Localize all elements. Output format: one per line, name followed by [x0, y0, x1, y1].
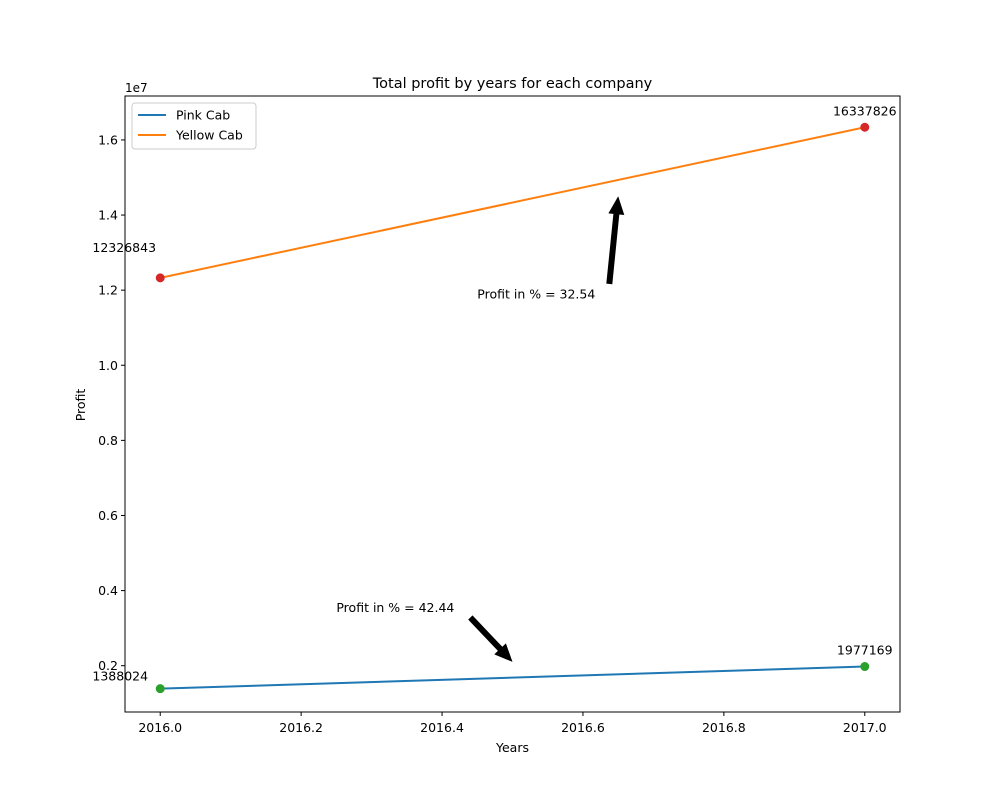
- data-point-marker: [860, 662, 870, 672]
- y-axis-offset-label: 1e7: [125, 81, 148, 95]
- data-value-label: 12326843: [92, 240, 156, 255]
- series-line: [160, 126, 865, 279]
- y-axis-label: Profit: [73, 389, 88, 422]
- data-point-marker: [155, 684, 165, 694]
- y-tick-label: 0.6: [98, 508, 118, 523]
- y-tick-label: 1.2: [98, 283, 118, 298]
- y-tick-label: 1.0: [98, 358, 118, 373]
- data-value-label: 1388024: [92, 669, 148, 684]
- x-tick-label: 2016.2: [279, 720, 323, 735]
- annotation-arrow: [606, 196, 625, 285]
- series-line: [160, 665, 865, 690]
- data-point-marker: [860, 122, 870, 132]
- data-value-label: 16337826: [833, 103, 897, 118]
- x-tick-label: 2016.6: [561, 720, 605, 735]
- x-tick-label: 2016.8: [702, 720, 746, 735]
- x-axis-label: Years: [495, 740, 529, 755]
- y-tick-label: 0.4: [98, 583, 118, 598]
- plot-area-frame: [124, 95, 901, 713]
- annotation-arrow: [468, 615, 513, 662]
- y-tick-label: 0.2: [98, 658, 118, 673]
- annotation-label: Profit in % = 42.44: [336, 600, 454, 615]
- chart-title: Total profit by years for each company: [372, 76, 653, 92]
- y-tick-label: 1.6: [98, 132, 118, 147]
- y-tick-label: 0.8: [98, 433, 118, 448]
- legend-label: Yellow Cab: [175, 128, 243, 143]
- x-tick-label: 2016.0: [138, 720, 182, 735]
- data-value-label: 1977169: [837, 643, 893, 658]
- x-tick-label: 2016.4: [420, 720, 464, 735]
- x-tick-label: 2017.0: [843, 720, 887, 735]
- legend-label: Pink Cab: [176, 108, 230, 123]
- annotation-label: Profit in % = 32.54: [477, 286, 595, 301]
- y-tick-label: 1.4: [98, 208, 118, 223]
- data-point-marker: [155, 273, 165, 283]
